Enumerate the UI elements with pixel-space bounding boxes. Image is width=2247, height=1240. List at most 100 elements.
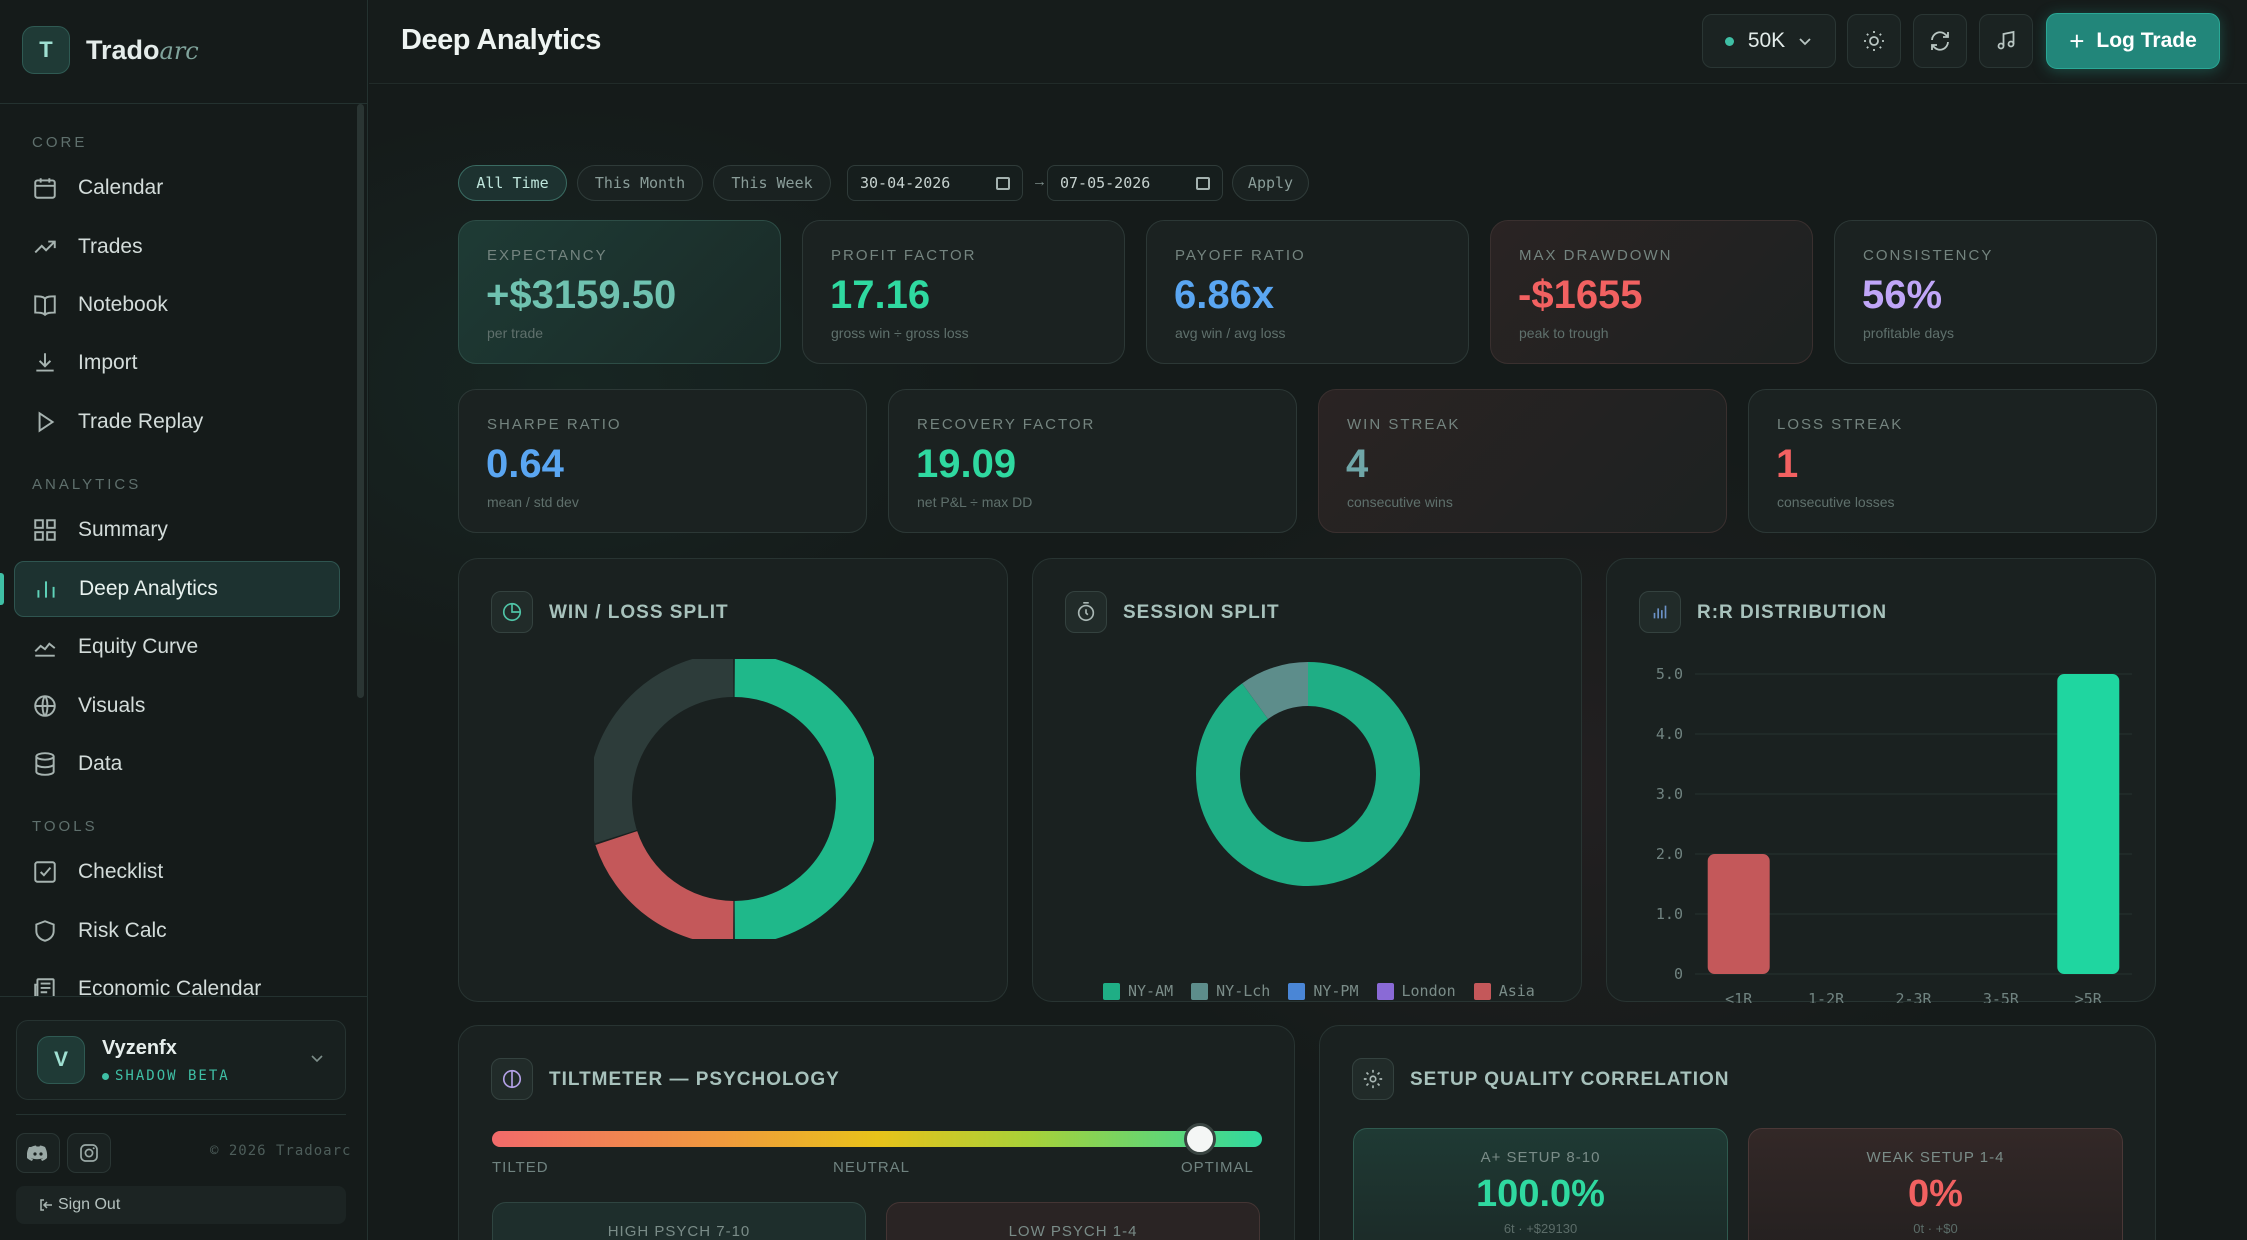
stat-label: RECOVERY FACTOR: [917, 416, 1096, 433]
y-tick-label: 2.0: [1656, 845, 1683, 863]
legend-swatch: [1473, 982, 1491, 1000]
legend-swatch: [1288, 982, 1306, 1000]
donut-slice[interactable]: [594, 659, 734, 844]
calendar-icon: [1196, 177, 1210, 190]
refresh-button[interactable]: [1913, 14, 1967, 68]
user-menu[interactable]: V Vyzenfx SHADOW BETA: [16, 1020, 346, 1100]
date-range-arrow: →: [1032, 173, 1047, 190]
date-from-value: 30-04-2026: [860, 174, 951, 192]
music-button[interactable]: [1979, 14, 2033, 68]
x-tick-label: <1R: [1725, 990, 1753, 1003]
sidebar-scrollbar[interactable]: [357, 104, 364, 698]
y-tick-label: 1.0: [1656, 905, 1683, 923]
sidebar-item-label: Trade Replay: [78, 410, 204, 433]
low-psych-card: LOW PSYCH 1-4: [886, 1202, 1260, 1240]
filter-all-time[interactable]: All Time: [458, 165, 567, 201]
sidebar-item-economic-calendar[interactable]: Economic Calendar: [14, 961, 340, 996]
panel-icon: [491, 1058, 533, 1100]
theme-toggle-button[interactable]: [1847, 14, 1901, 68]
sidebar-item-checklist[interactable]: Checklist: [14, 844, 340, 900]
sign-out-button[interactable]: Sign Out: [16, 1186, 346, 1224]
calendar-icon: [34, 178, 56, 199]
filter-this-month[interactable]: This Month: [577, 165, 703, 201]
divider: [0, 103, 368, 104]
mini-card-label: A+ SETUP 8-10: [1480, 1149, 1601, 1166]
grid-icon: [34, 519, 56, 541]
sidebar-item-trades[interactable]: Trades: [14, 219, 340, 275]
sidebar-item-trade-replay[interactable]: Trade Replay: [14, 394, 340, 450]
high-psych-card: HIGH PSYCH 7-10: [492, 1202, 866, 1240]
mini-card-label: WEAK SETUP 1-4: [1866, 1149, 2005, 1166]
donut-slice[interactable]: [734, 659, 874, 939]
stat-sub: avg win / avg loss: [1175, 325, 1286, 341]
account-selector[interactable]: 50K: [1702, 14, 1836, 68]
bar[interactable]: [1707, 854, 1770, 974]
bar[interactable]: [2057, 674, 2120, 974]
stat-sub: consecutive losses: [1777, 494, 1895, 510]
stat-value: 19.09: [916, 442, 1017, 486]
panel-rr-distribution: R:R DISTRIBUTION 5.0 4.0 3.0 2.0 1.0 0 <1R 1-2R…: [1606, 558, 2156, 1003]
tilt-label-optimal: OPTIMAL: [1181, 1159, 1254, 1176]
log-trade-button[interactable]: + Log Trade: [2046, 13, 2220, 69]
sidebar-item-calendar[interactable]: Calendar: [14, 160, 340, 216]
sidebar-item-label: Economic Calendar: [78, 977, 262, 996]
calendar-icon: [996, 177, 1010, 190]
timer-icon: [1077, 602, 1095, 622]
legend-item: London: [1376, 982, 1456, 1000]
apply-button[interactable]: Apply: [1232, 165, 1309, 201]
x-tick-label: >5R: [2075, 990, 2103, 1003]
stat-card-sharpe-ratio: SHARPE RATIO 0.64 mean / std dev: [458, 389, 867, 533]
user-name: Vyzenfx: [102, 1037, 177, 1059]
stat-value: +$3159.50: [486, 273, 677, 317]
donut-slice[interactable]: [1196, 662, 1420, 886]
page-title: Deep Analytics: [401, 24, 601, 56]
panel-title: TILTMETER — PSYCHOLOGY: [549, 1069, 840, 1090]
stat-label: SHARPE RATIO: [487, 416, 622, 433]
pie-chart-icon: [502, 602, 522, 622]
donut-slice[interactable]: [595, 830, 735, 939]
stat-card-profit-factor: PROFIT FACTOR 17.16 gross win ÷ gross lo…: [802, 220, 1125, 364]
nav-section-core: CORE: [32, 134, 88, 151]
date-from-input[interactable]: 30-04-2026: [847, 165, 1023, 201]
stat-value: 17.16: [830, 273, 931, 317]
mini-card-value: 0%: [1908, 1173, 1963, 1215]
panel-icon: [491, 591, 533, 633]
filter-this-week[interactable]: This Week: [713, 165, 831, 201]
checklist-icon: [34, 861, 56, 883]
weak-setup-card: WEAK SETUP 1-4 0% 0t · +$0: [1748, 1128, 2123, 1240]
sidebar-item-label: Deep Analytics: [79, 577, 218, 600]
sidebar-item-label: Calendar: [78, 176, 164, 199]
stat-card-loss-streak: LOSS STREAK 1 consecutive losses: [1748, 389, 2157, 533]
sidebar-item-label: Checklist: [78, 860, 164, 883]
sidebar-item-summary[interactable]: Summary: [14, 502, 340, 558]
win-loss-donut: [594, 659, 874, 939]
stat-sub: net P&L ÷ max DD: [917, 494, 1033, 510]
date-to-input[interactable]: 07-05-2026: [1047, 165, 1223, 201]
tiltmeter-thumb[interactable]: [1184, 1123, 1217, 1155]
sidebar-item-visuals[interactable]: Visuals: [14, 678, 340, 734]
sidebar-item-notebook[interactable]: Notebook: [14, 277, 340, 333]
mini-card-label: HIGH PSYCH 7-10: [607, 1223, 751, 1240]
session-donut: [1196, 662, 1420, 886]
sidebar-item-label: Equity Curve: [78, 635, 199, 658]
instagram-icon: [80, 1144, 98, 1162]
brand-logo[interactable]: T Tradoarc: [22, 24, 199, 76]
discord-button[interactable]: [16, 1133, 60, 1173]
sidebar-item-equity-curve[interactable]: Equity Curve: [14, 619, 340, 675]
date-to-value: 07-05-2026: [1060, 174, 1151, 192]
sidebar-item-import[interactable]: Import: [14, 335, 340, 391]
sidebar: T Tradoarc CORE Calendar Trades Notebook…: [0, 0, 368, 1240]
sidebar-item-label: Risk Calc: [78, 919, 167, 942]
download-icon: [36, 353, 54, 372]
sidebar-item-deep-analytics[interactable]: Deep Analytics: [14, 561, 340, 617]
bar-chart-icon: [37, 581, 55, 598]
stat-card-win-streak: WIN STREAK 4 consecutive wins: [1318, 389, 1727, 533]
sidebar-item-data[interactable]: Data: [14, 736, 340, 792]
news-icon: [34, 978, 55, 996]
main-content: All Time This Month This Week 30-04-2026…: [369, 85, 2247, 1240]
donut-slice[interactable]: [1242, 662, 1309, 720]
instagram-button[interactable]: [67, 1133, 111, 1173]
y-tick-label: 3.0: [1656, 785, 1683, 803]
play-icon: [38, 411, 55, 433]
sidebar-item-risk-calc[interactable]: Risk Calc: [14, 903, 340, 959]
